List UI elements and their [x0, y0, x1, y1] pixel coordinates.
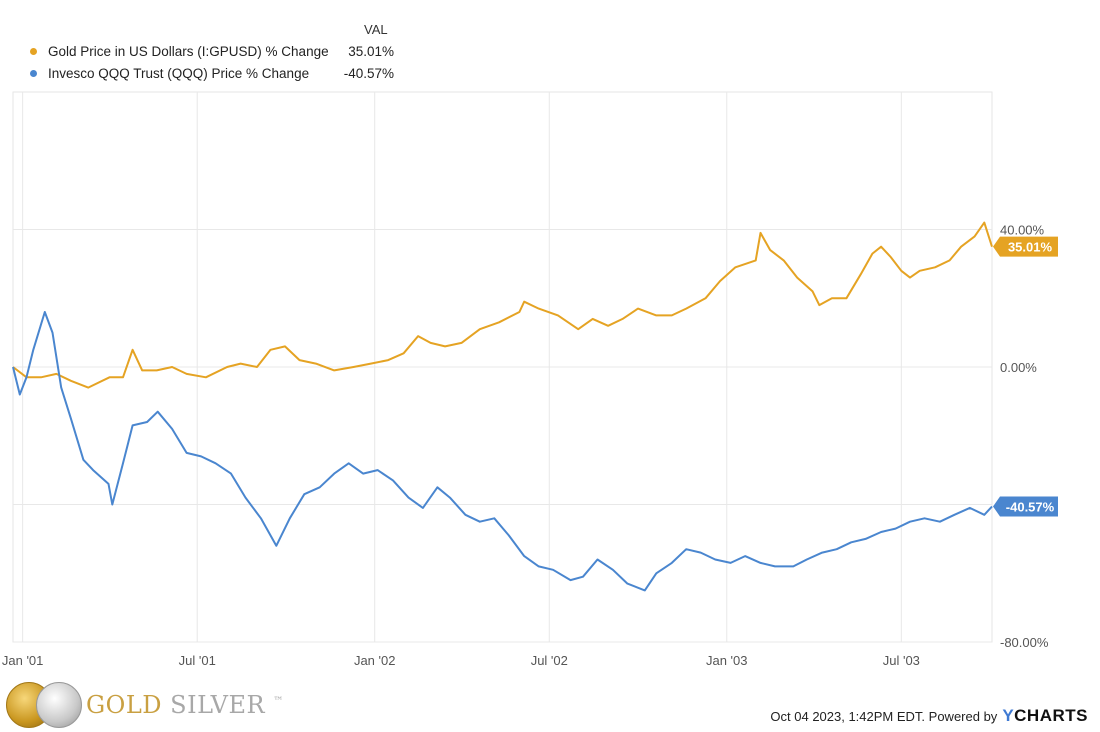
legend-value-gold: 35.01%: [348, 43, 394, 59]
x-tick-label: Jan '01: [2, 653, 44, 668]
x-tick-label: Jul '03: [883, 653, 920, 668]
legend-dot-qqq: [30, 69, 37, 77]
y-tick-label: 40.00%: [1000, 223, 1045, 238]
brand-trademark: ™: [273, 696, 284, 707]
y-axis: 40.00%0.00%-40.00%-80.00%: [1000, 223, 1049, 651]
coins-icon: [6, 682, 82, 728]
y-tick-label: -80.00%: [1000, 635, 1049, 650]
series-layer: [12, 221, 993, 592]
brand-gold-text: GOLD: [86, 691, 163, 719]
end-label-badge-gold: [993, 236, 1058, 257]
brand-silver-text: SILVER: [170, 691, 266, 719]
legend-label-qqq: Invesco QQQ Trust (QQQ) Price % Change: [48, 65, 310, 81]
legend-value-qqq: -40.57%: [343, 65, 394, 81]
x-tick-label: Jan '02: [354, 653, 396, 668]
x-tick-label: Jul '01: [179, 653, 216, 668]
footer-timestamp: Oct 04 2023, 1:42PM EDT. Powered by: [770, 709, 998, 724]
y-tick-label: 0.00%: [1000, 360, 1037, 375]
ycharts-logo-text: CHARTS: [1014, 706, 1088, 725]
end-label-badge-qqq: [993, 496, 1058, 517]
end-label-qqq: -40.57%: [1006, 499, 1055, 514]
x-tick-label: Jul '02: [531, 653, 568, 668]
legend-label-gold: Gold Price in US Dollars (I:GPUSD) % Cha…: [48, 43, 329, 59]
legend: VAL Gold Price in US Dollars (I:GPUSD) %…: [0, 0, 420, 90]
legend-item-qqq[interactable]: Invesco QQQ Trust (QQQ) Price % Change -…: [30, 63, 394, 83]
legend-item-gold[interactable]: Gold Price in US Dollars (I:GPUSD) % Cha…: [30, 41, 394, 61]
series-line-qqq: [12, 311, 993, 592]
grid-lines: [13, 92, 992, 643]
legend-header: VAL: [364, 22, 388, 37]
ycharts-logo[interactable]: YCHARTS: [1002, 706, 1088, 726]
legend-dot-gold: [30, 47, 37, 55]
end-labels: 35.01% -40.57%: [993, 236, 1058, 517]
brand-wordmark: GOLD SILVER ™: [86, 691, 284, 719]
series-line-gold: [12, 221, 993, 389]
end-label-gold: 35.01%: [1008, 240, 1053, 255]
ycharts-logo-y: Y: [1002, 706, 1015, 725]
x-tick-label: Jan '03: [706, 653, 748, 668]
footer: Oct 04 2023, 1:42PM EDT. Powered by YCHA…: [770, 706, 1088, 726]
x-axis: Jan '01 Jul '01 Jan '02 Jul '02 Jan '03 Jul '…: [2, 653, 920, 668]
silver-coin-icon: [36, 682, 82, 728]
brand-logo: GOLD SILVER ™: [6, 682, 284, 728]
